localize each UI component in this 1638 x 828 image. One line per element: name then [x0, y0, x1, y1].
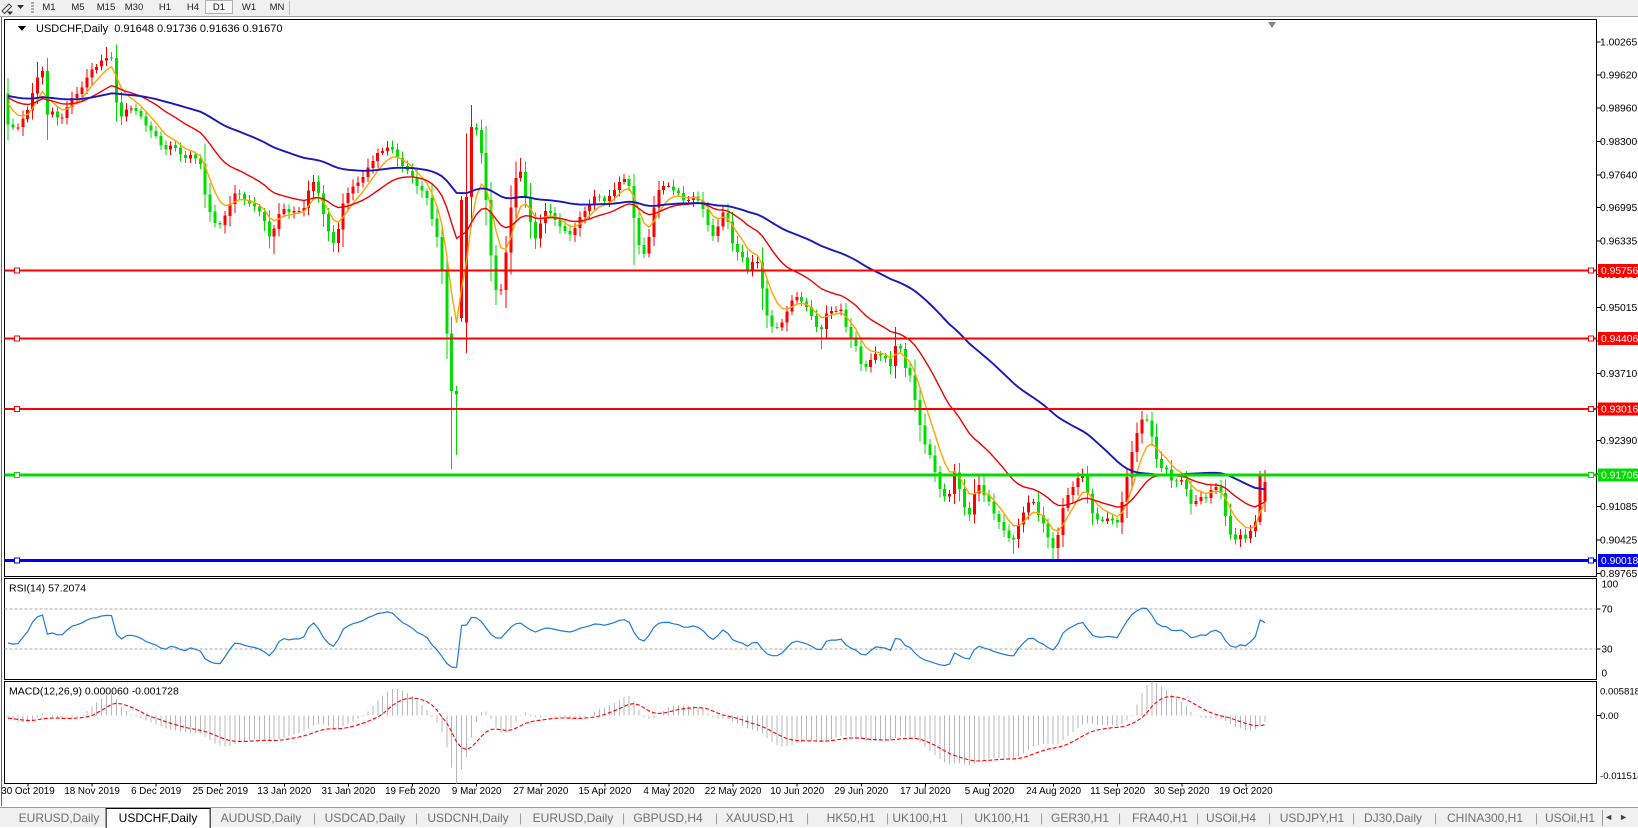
- svg-text:USDCHF,Daily 0.91648 0.91736: USDCHF,Daily 0.91648 0.91736 0.91636 0.9…: [36, 23, 282, 35]
- svg-text:0.93710: 0.93710: [1600, 369, 1637, 380]
- svg-text:9 Mar 2020: 9 Mar 2020: [452, 786, 502, 797]
- svg-text:31 Jan 2020: 31 Jan 2020: [322, 786, 376, 797]
- svg-text:19 Oct 2020: 19 Oct 2020: [1219, 786, 1273, 797]
- svg-text:18 Nov 2019: 18 Nov 2019: [64, 786, 120, 797]
- svg-text:-0.011514: -0.011514: [1600, 771, 1638, 782]
- svg-text:0.99620: 0.99620: [1600, 70, 1637, 81]
- svg-text:11 Sep 2020: 11 Sep 2020: [1090, 786, 1145, 797]
- svg-text:RSI(14) 57.2074: RSI(14) 57.2074: [9, 583, 86, 595]
- svg-text:30: 30: [1602, 645, 1614, 656]
- svg-text:17 Jul 2020: 17 Jul 2020: [900, 786, 951, 797]
- svg-text:0.94406: 0.94406: [1601, 334, 1638, 345]
- svg-text:0: 0: [1602, 669, 1608, 680]
- svg-text:5 Aug 2020: 5 Aug 2020: [965, 786, 1015, 797]
- svg-text:0.96995: 0.96995: [1600, 203, 1637, 214]
- svg-text:0.005818: 0.005818: [1600, 687, 1638, 698]
- svg-text:25 Dec 2019: 25 Dec 2019: [193, 786, 249, 797]
- svg-text:10 Jun 2020: 10 Jun 2020: [770, 786, 824, 797]
- svg-text:1.00265: 1.00265: [1600, 38, 1637, 49]
- svg-text:0.98300: 0.98300: [1600, 137, 1637, 148]
- svg-text:30 Sep 2020: 30 Sep 2020: [1154, 786, 1210, 797]
- svg-text:24 Aug 2020: 24 Aug 2020: [1026, 786, 1082, 797]
- svg-text:0.91085: 0.91085: [1600, 502, 1637, 513]
- svg-text:29 Jun 2020: 29 Jun 2020: [834, 786, 888, 797]
- svg-text:0.97640: 0.97640: [1600, 171, 1637, 182]
- svg-text:0.90425: 0.90425: [1600, 535, 1637, 546]
- svg-text:0.91706: 0.91706: [1601, 471, 1638, 482]
- svg-text:0.98960: 0.98960: [1600, 104, 1637, 115]
- svg-text:0.89765: 0.89765: [1600, 569, 1637, 580]
- svg-text:0.96335: 0.96335: [1600, 237, 1637, 248]
- svg-text:70: 70: [1602, 604, 1614, 615]
- svg-text:4 May 2020: 4 May 2020: [643, 786, 695, 797]
- svg-text:0.95756: 0.95756: [1601, 266, 1638, 277]
- svg-text:19 Feb 2020: 19 Feb 2020: [385, 786, 441, 797]
- svg-text:0.92390: 0.92390: [1600, 436, 1637, 447]
- svg-text:27 Mar 2020: 27 Mar 2020: [513, 786, 569, 797]
- svg-text:0.95015: 0.95015: [1600, 303, 1637, 314]
- svg-text:MACD(12,26,9) 0.000060 -0.0017: MACD(12,26,9) 0.000060 -0.001728: [9, 686, 179, 698]
- svg-text:30 Oct 2019: 30 Oct 2019: [1, 786, 54, 797]
- svg-text:15 Apr 2020: 15 Apr 2020: [578, 786, 631, 797]
- svg-text:100: 100: [1602, 580, 1619, 591]
- svg-text:0.90018: 0.90018: [1601, 556, 1638, 567]
- svg-text:0.93016: 0.93016: [1601, 404, 1638, 415]
- svg-text:0.00: 0.00: [1600, 711, 1619, 722]
- svg-text:22 May 2020: 22 May 2020: [705, 786, 762, 797]
- svg-text:13 Jan 2020: 13 Jan 2020: [257, 786, 311, 797]
- svg-text:6 Dec 2019: 6 Dec 2019: [131, 786, 181, 797]
